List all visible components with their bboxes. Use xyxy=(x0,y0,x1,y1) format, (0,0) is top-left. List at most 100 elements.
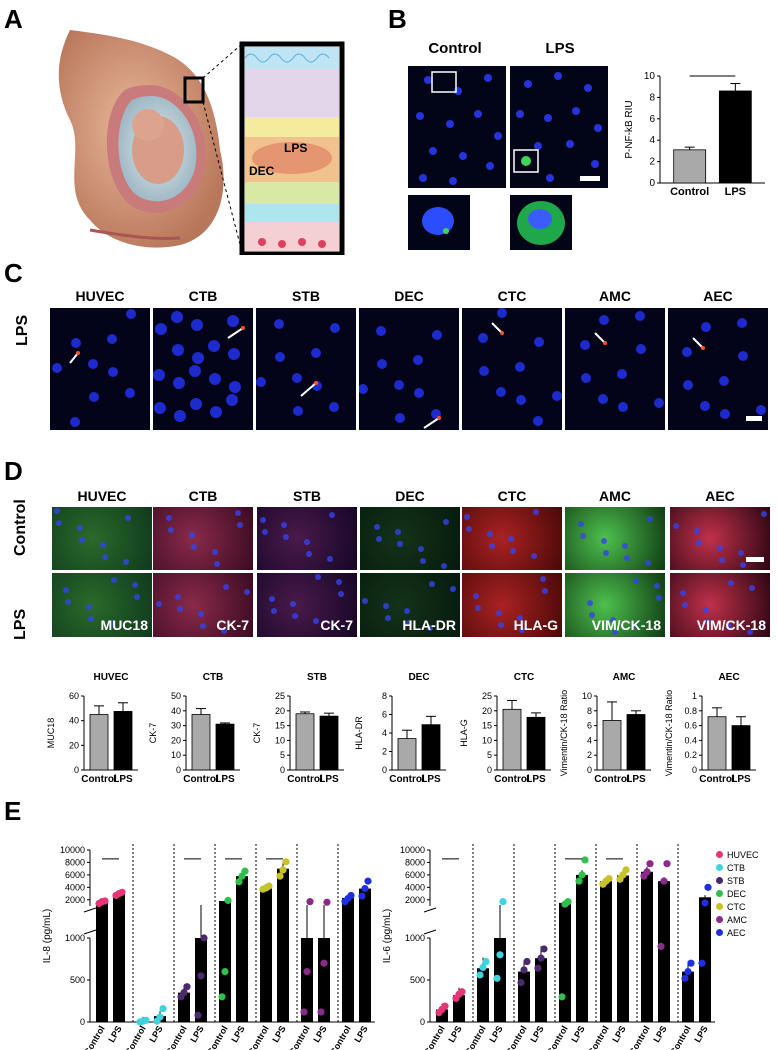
nucleus xyxy=(376,536,382,542)
bar-control xyxy=(502,708,522,771)
data-point xyxy=(306,898,314,906)
arrow-icon xyxy=(594,332,606,344)
chart-title: HUVEC xyxy=(93,672,128,683)
nucleus xyxy=(256,377,266,387)
y-tick-label: 2 xyxy=(587,750,592,760)
lps-signal xyxy=(76,351,80,355)
x-tick-label: LPS xyxy=(731,774,751,785)
nucleus xyxy=(631,622,637,628)
lps-marker-image-ctc: HLA-G xyxy=(462,573,562,637)
nucleus xyxy=(77,525,83,531)
bar-stb-lps xyxy=(195,938,207,1022)
x-tick-label: Control xyxy=(205,1024,230,1050)
nucleus xyxy=(262,529,268,535)
x-tick-label: LPS xyxy=(147,1024,164,1044)
nucleus xyxy=(235,510,241,516)
lps-marker-image-amc: VIM/CK-18 xyxy=(565,573,665,637)
y-tick-label: 0 xyxy=(280,765,285,775)
nucleus xyxy=(70,417,80,427)
y-tick-label: 6000 xyxy=(405,870,425,880)
nucleus xyxy=(336,579,342,585)
panel-d-title-huvec: HUVEC xyxy=(77,488,127,504)
control-zoom-image xyxy=(408,195,470,250)
nucleus xyxy=(156,601,162,607)
data-point xyxy=(517,978,525,987)
y-tick-label: 0 xyxy=(176,765,181,775)
data-point xyxy=(605,875,613,883)
data-point xyxy=(358,892,366,900)
x-tick-label: LPS xyxy=(229,1024,246,1044)
nucleus xyxy=(327,556,333,562)
arrow-icon xyxy=(692,337,704,349)
dec-label: DEC xyxy=(249,164,275,178)
y-tick-label: 20 xyxy=(482,706,492,716)
nucleus xyxy=(645,560,651,566)
nucleus xyxy=(395,413,405,423)
nucleus xyxy=(88,616,94,622)
nucleus xyxy=(192,352,204,364)
x-tick-label: LPS xyxy=(270,1024,287,1044)
inflammation-zone xyxy=(252,142,332,174)
nucleus xyxy=(228,348,240,360)
nucleus xyxy=(290,601,296,607)
nucleus xyxy=(432,330,442,340)
data-point xyxy=(698,959,706,967)
data-point xyxy=(194,1011,202,1019)
nucleus xyxy=(86,604,92,610)
nucleus xyxy=(466,526,472,532)
data-point xyxy=(300,1008,308,1016)
lps-micrograph-ctc xyxy=(462,308,562,430)
data-point xyxy=(684,968,692,976)
bar-amc-control xyxy=(641,871,653,1022)
nucleus xyxy=(329,402,339,412)
nucleus xyxy=(107,334,117,344)
data-point xyxy=(657,942,665,950)
data-point xyxy=(496,951,504,959)
data-point xyxy=(276,872,284,880)
nucleus xyxy=(700,401,710,411)
legend-swatch xyxy=(716,864,723,871)
nucleus xyxy=(624,555,630,561)
nucleus xyxy=(189,365,201,377)
data-point xyxy=(241,867,249,875)
y-tick-label: 20 xyxy=(171,735,181,745)
nucleus xyxy=(52,363,62,373)
panel-c-title-ctb: CTB xyxy=(188,288,218,304)
data-point xyxy=(441,1002,449,1010)
data-point xyxy=(681,974,689,982)
data-point xyxy=(622,866,630,874)
nucleus xyxy=(478,333,488,343)
data-point xyxy=(479,963,487,971)
bar-lps xyxy=(731,725,751,771)
x-tick-label: Control xyxy=(81,774,117,785)
nucleus xyxy=(210,406,222,418)
zoom-line-top xyxy=(202,43,243,79)
nucleus xyxy=(338,591,344,597)
legend-label: CTB xyxy=(727,862,745,873)
y-tick-label: 50 xyxy=(171,691,181,701)
nucleus xyxy=(747,629,753,635)
nucleus xyxy=(756,405,766,415)
nucleus xyxy=(496,387,506,397)
panel-label-a: A xyxy=(4,4,23,34)
nucleus xyxy=(673,523,679,529)
lps-micrograph-aec xyxy=(668,308,768,430)
nucleus xyxy=(293,406,303,416)
nucleus xyxy=(497,308,507,318)
control-marker-image-ctc xyxy=(462,507,562,570)
bar-aec-lps xyxy=(359,888,371,1022)
legend-swatch xyxy=(716,903,723,910)
chart-title: STB xyxy=(307,672,327,683)
bar-ctb-control xyxy=(477,968,489,1022)
data-point xyxy=(578,871,586,879)
data-point xyxy=(687,959,695,967)
y-tick-label: 6 xyxy=(382,710,387,720)
nucleus xyxy=(198,611,204,617)
nucleus xyxy=(636,344,646,354)
y-tick-label: 8 xyxy=(649,92,655,103)
nucleus xyxy=(109,621,115,627)
nucleus xyxy=(489,543,495,549)
nucleus xyxy=(281,522,287,528)
marker-label-ctb: CK-7 xyxy=(216,617,249,633)
x-tick-label: Control xyxy=(586,1024,611,1050)
